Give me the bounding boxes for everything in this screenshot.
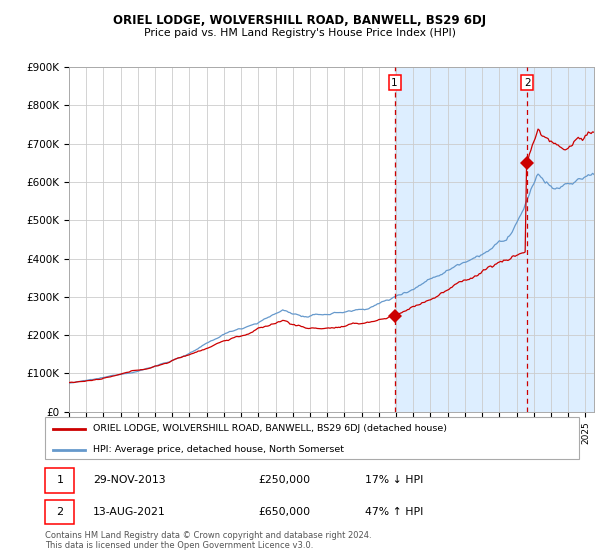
Text: 1: 1 xyxy=(56,475,64,485)
FancyBboxPatch shape xyxy=(45,468,74,493)
FancyBboxPatch shape xyxy=(45,500,74,524)
Text: 29-NOV-2013: 29-NOV-2013 xyxy=(93,475,166,485)
Text: 1: 1 xyxy=(391,77,398,87)
Text: 2: 2 xyxy=(56,507,64,517)
Bar xyxy=(395,67,600,412)
Text: Contains HM Land Registry data © Crown copyright and database right 2024.
This d: Contains HM Land Registry data © Crown c… xyxy=(45,531,371,550)
Text: 2: 2 xyxy=(524,77,530,87)
Text: 17% ↓ HPI: 17% ↓ HPI xyxy=(365,475,424,485)
Text: £250,000: £250,000 xyxy=(259,475,311,485)
Text: ORIEL LODGE, WOLVERSHILL ROAD, BANWELL, BS29 6DJ (detached house): ORIEL LODGE, WOLVERSHILL ROAD, BANWELL, … xyxy=(93,424,447,433)
Text: 47% ↑ HPI: 47% ↑ HPI xyxy=(365,507,424,517)
Text: 13-AUG-2021: 13-AUG-2021 xyxy=(93,507,166,517)
Text: HPI: Average price, detached house, North Somerset: HPI: Average price, detached house, Nort… xyxy=(93,445,344,455)
Text: ORIEL LODGE, WOLVERSHILL ROAD, BANWELL, BS29 6DJ: ORIEL LODGE, WOLVERSHILL ROAD, BANWELL, … xyxy=(113,14,487,27)
Text: £650,000: £650,000 xyxy=(259,507,311,517)
Text: Price paid vs. HM Land Registry's House Price Index (HPI): Price paid vs. HM Land Registry's House … xyxy=(144,28,456,38)
